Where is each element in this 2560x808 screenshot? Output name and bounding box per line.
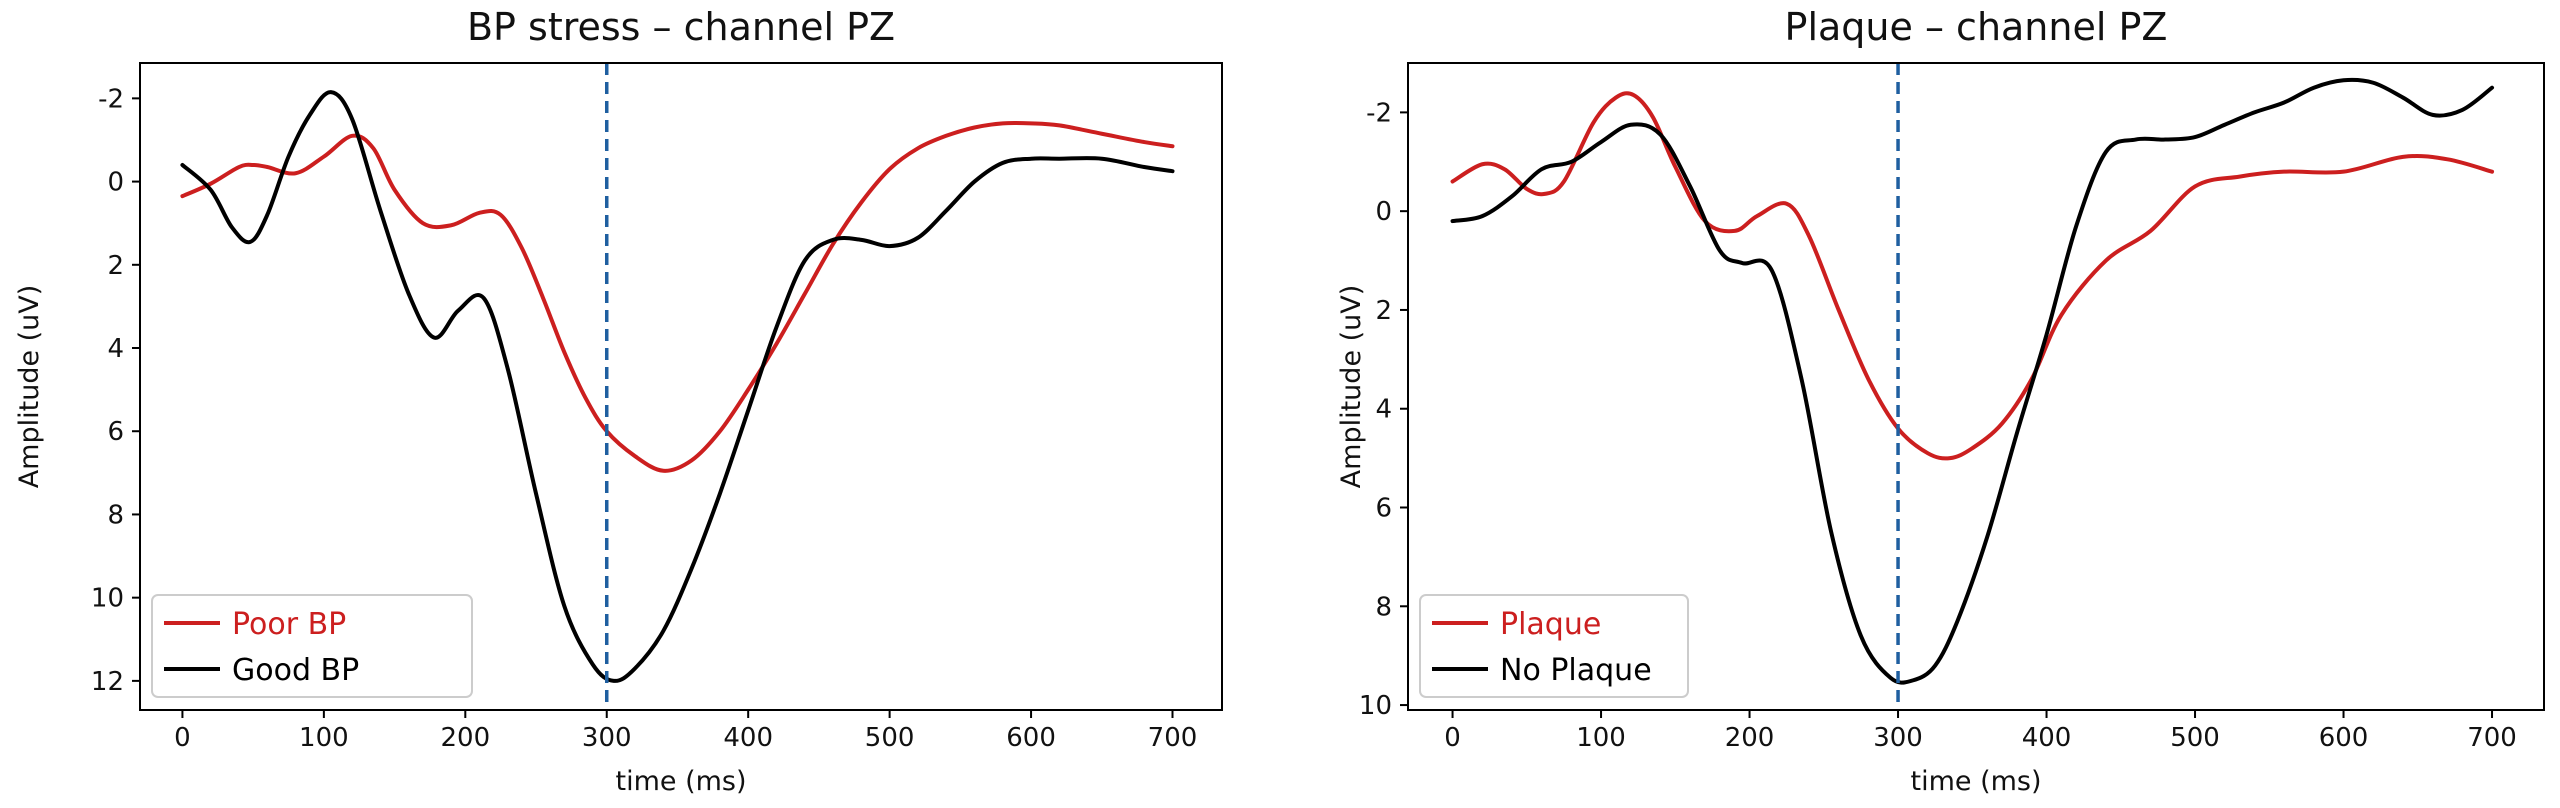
legend: Plaque No Plaque bbox=[1419, 594, 1689, 698]
x-tick-label: 0 bbox=[174, 723, 191, 753]
y-tick-label: 12 bbox=[91, 667, 124, 697]
legend-label: No Plaque bbox=[1500, 653, 1652, 688]
y-tick-label: 6 bbox=[1375, 494, 1392, 524]
y-tick-label: 4 bbox=[107, 334, 124, 364]
series-line-no-plaque bbox=[1450, 77, 2495, 685]
series-line-plaque bbox=[1450, 91, 2495, 461]
chart-title: BP stress – channel PZ bbox=[467, 5, 895, 49]
y-axis-label: Amplitude (uV) bbox=[1336, 285, 1367, 489]
y-tick-label: 0 bbox=[107, 168, 124, 198]
x-tick-label: 400 bbox=[2022, 723, 2072, 753]
x-axis-label: time (ms) bbox=[615, 766, 746, 797]
x-tick-label: 100 bbox=[1576, 723, 1626, 753]
y-tick-label: -2 bbox=[98, 84, 124, 114]
x-tick-label: 100 bbox=[299, 723, 349, 753]
series-line-good-bp bbox=[180, 90, 1175, 683]
y-tick-label: 10 bbox=[1359, 691, 1392, 721]
x-tick-label: 200 bbox=[1725, 723, 1775, 753]
y-axis-label: Amplitude (uV) bbox=[14, 285, 45, 489]
x-tick-label: 500 bbox=[865, 723, 915, 753]
y-tick-label: 2 bbox=[107, 251, 124, 281]
x-tick-label: 0 bbox=[1444, 723, 1461, 753]
chart-plaque: Plaque – channel PZ0 100 200 300 400 500 600 70… bbox=[1336, 5, 2545, 797]
plot-frame bbox=[139, 62, 1223, 711]
y-tick-label: 0 bbox=[1375, 197, 1392, 227]
legend-box bbox=[151, 594, 473, 698]
x-tick-label: 700 bbox=[2467, 723, 2517, 753]
legend-box bbox=[1419, 594, 1689, 698]
x-tick-label: 500 bbox=[2170, 723, 2220, 753]
legend: Poor BP Good BP bbox=[151, 594, 473, 698]
x-tick-label: 300 bbox=[1873, 723, 1923, 753]
legend-label: Poor BP bbox=[232, 607, 346, 642]
y-tick-label: -2 bbox=[1366, 98, 1392, 128]
x-tick-label: 600 bbox=[1006, 723, 1056, 753]
plot-frame bbox=[1407, 62, 2545, 711]
x-tick-label: 300 bbox=[582, 723, 632, 753]
x-tick-label: 400 bbox=[723, 723, 773, 753]
x-tick-label: 700 bbox=[1148, 723, 1198, 753]
y-tick-label: 2 bbox=[1375, 296, 1392, 326]
x-axis-label: time (ms) bbox=[1910, 766, 2041, 797]
chart-title: Plaque – channel PZ bbox=[1785, 5, 2168, 49]
y-tick-label: 8 bbox=[1375, 592, 1392, 622]
legend-label: Good BP bbox=[232, 653, 359, 688]
y-tick-label: 10 bbox=[91, 584, 124, 614]
y-tick-label: 4 bbox=[1375, 395, 1392, 425]
legend-label: Plaque bbox=[1500, 607, 1601, 642]
x-tick-label: 600 bbox=[2319, 723, 2369, 753]
y-tick-label: 6 bbox=[107, 417, 124, 447]
series-line-poor-bp bbox=[180, 120, 1175, 473]
x-tick-label: 200 bbox=[440, 723, 490, 753]
y-tick-label: 8 bbox=[107, 500, 124, 530]
chart-bp-stress: BP stress – channel PZ0 100 200 300 400 500 60… bbox=[14, 5, 1223, 797]
